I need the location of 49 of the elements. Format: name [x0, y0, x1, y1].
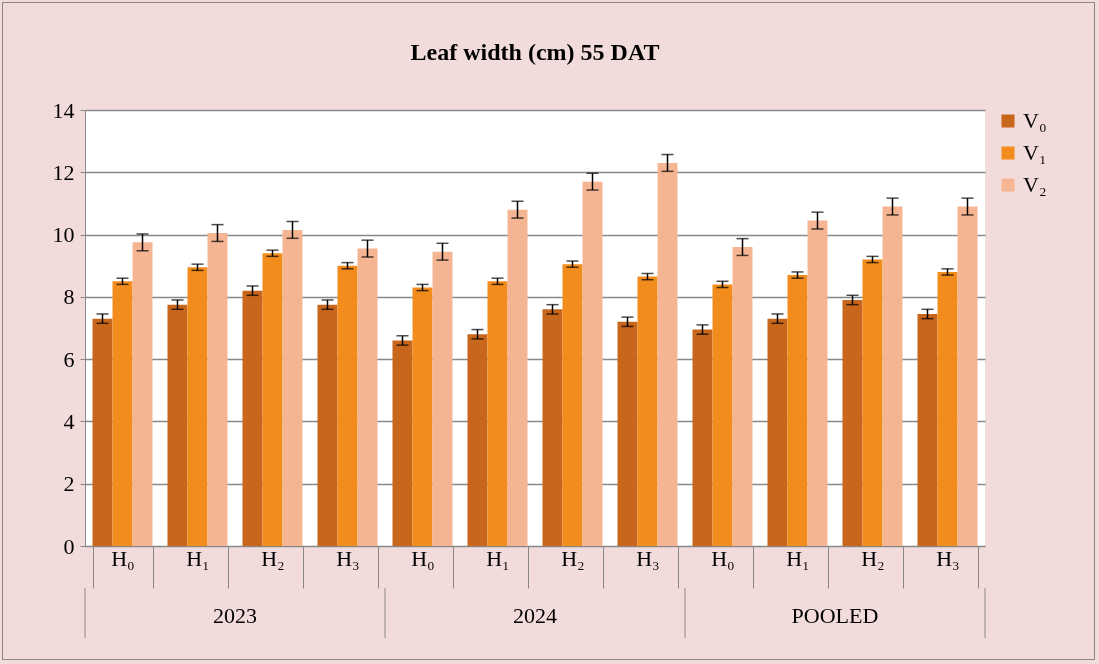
bar: [282, 229, 303, 546]
bar: [807, 220, 828, 546]
x-tick-label: H₁: [486, 545, 510, 571]
y-tick-label: 6: [63, 346, 75, 372]
bar: [732, 247, 753, 546]
y-tick-label: 0: [63, 533, 75, 559]
text: 2023: [213, 603, 257, 628]
x-tick-label: H₀: [111, 545, 135, 571]
x-tick-label: H₀: [411, 545, 435, 571]
x-tick-label: H₃: [936, 545, 960, 571]
bar: [692, 329, 713, 546]
x-tick-label: H₂: [861, 545, 885, 571]
bar: [467, 334, 488, 546]
bar: [167, 304, 188, 546]
bar: [92, 318, 113, 546]
bar: [357, 248, 378, 546]
bar: [507, 209, 528, 546]
y-tick-label: 12: [52, 159, 75, 185]
chart-title: Leaf width (cm) 55 DAT: [410, 39, 660, 65]
x-tick-label: H₁: [186, 545, 210, 571]
y-tick-label: 2: [63, 471, 75, 497]
bar: [617, 321, 638, 546]
text: 2024: [513, 603, 557, 628]
legend-label: V₀: [1023, 108, 1047, 133]
bar: [132, 242, 153, 546]
y-tick-label: 4: [63, 408, 75, 434]
bar: [432, 251, 453, 546]
bar: [207, 233, 228, 546]
x-tick-label: H₁: [786, 545, 810, 571]
bar: [582, 181, 603, 546]
bar: [882, 206, 903, 546]
text: POOLED: [791, 603, 879, 628]
bar: [317, 304, 338, 546]
bar: [767, 318, 788, 546]
y-tick-label: 10: [52, 222, 75, 248]
x-tick-label: H₃: [636, 545, 660, 571]
bar: [657, 162, 678, 546]
bar: [957, 206, 978, 546]
y-tick-label: 8: [63, 284, 75, 310]
bar: [392, 340, 413, 546]
legend-label: V₁: [1023, 140, 1047, 165]
bar: [542, 309, 563, 546]
x-tick-label: H₂: [261, 545, 285, 571]
legend-label: V₂: [1023, 172, 1047, 197]
x-tick-label: H₀: [711, 545, 735, 571]
x-tick-label: H₃: [336, 545, 360, 571]
x-tick-label: H₂: [561, 545, 585, 571]
y-tick-label: 14: [52, 97, 75, 123]
bar: [242, 290, 263, 546]
